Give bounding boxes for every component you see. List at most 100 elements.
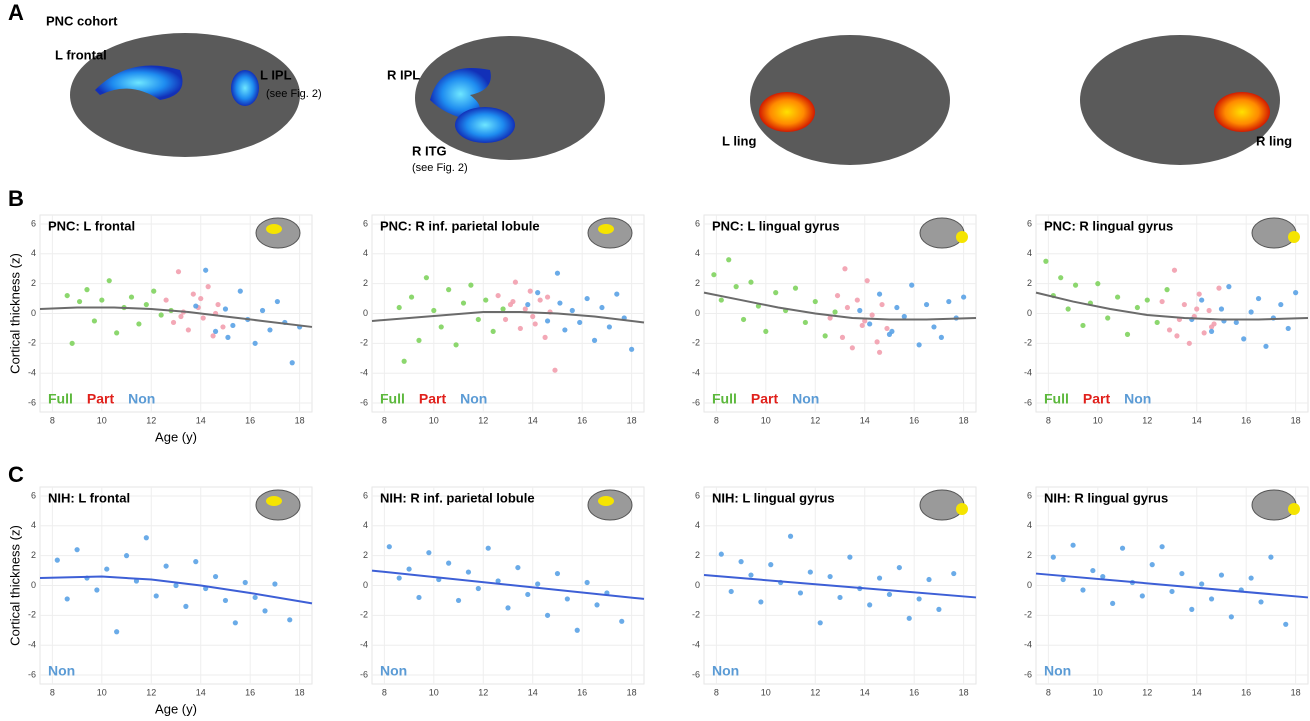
brain-thumbnail-region <box>956 503 968 515</box>
point <box>191 291 196 296</box>
brain-thumbnail-region <box>1288 503 1300 515</box>
point <box>70 341 75 346</box>
x-tick-label: 16 <box>245 415 255 425</box>
brain-thumbnail <box>1252 490 1296 520</box>
y-tick-label: -6 <box>692 669 700 679</box>
point <box>416 595 421 600</box>
point <box>426 550 431 555</box>
y-tick-label: -2 <box>28 338 36 348</box>
point <box>1073 283 1078 288</box>
activation-blob <box>1214 92 1270 132</box>
point <box>884 326 889 331</box>
point <box>1115 294 1120 299</box>
point <box>1209 324 1214 329</box>
point <box>290 360 295 365</box>
point <box>528 289 533 294</box>
x-tick-label: 14 <box>528 687 538 697</box>
point <box>855 297 860 302</box>
point <box>1135 305 1140 310</box>
point <box>1167 327 1172 332</box>
point <box>837 595 842 600</box>
point <box>748 572 753 577</box>
y-tick-label: 6 <box>31 218 36 228</box>
legend-entry: Part <box>751 391 779 407</box>
x-tick-label: 10 <box>97 415 107 425</box>
point <box>1095 281 1100 286</box>
point <box>213 329 218 334</box>
x-tick-label: 18 <box>1291 415 1301 425</box>
point <box>894 305 899 310</box>
point <box>798 590 803 595</box>
point <box>402 359 407 364</box>
y-tick-label: -2 <box>28 610 36 620</box>
point <box>1145 297 1150 302</box>
x-tick-label: 12 <box>478 687 488 697</box>
point <box>171 320 176 325</box>
point <box>1258 599 1263 604</box>
region-note: (see Fig. 2) <box>266 88 322 100</box>
point <box>114 629 119 634</box>
x-tick-label: 12 <box>478 415 488 425</box>
brain-thumbnail-region <box>1288 231 1300 243</box>
x-tick-label: 8 <box>382 687 387 697</box>
chart-title: PNC: R lingual gyrus <box>1044 218 1173 233</box>
point <box>1256 296 1261 301</box>
point <box>223 306 228 311</box>
point <box>1110 601 1115 606</box>
point <box>515 565 520 570</box>
point <box>1219 572 1224 577</box>
y-tick-label: -2 <box>360 338 368 348</box>
point <box>213 574 218 579</box>
x-tick-label: 8 <box>714 415 719 425</box>
y-tick-label: 0 <box>31 580 36 590</box>
x-tick-label: 12 <box>810 415 820 425</box>
point <box>845 305 850 310</box>
point <box>961 294 966 299</box>
point <box>107 278 112 283</box>
point <box>951 571 956 576</box>
point <box>585 580 590 585</box>
point <box>619 619 624 624</box>
y-tick-label: 0 <box>363 580 368 590</box>
point <box>1061 577 1066 582</box>
point <box>729 589 734 594</box>
point <box>144 535 149 540</box>
point <box>94 587 99 592</box>
x-tick-label: 16 <box>577 687 587 697</box>
point <box>136 321 141 326</box>
x-tick-label: 8 <box>1046 687 1051 697</box>
y-tick-label: 6 <box>363 218 368 228</box>
point <box>542 335 547 340</box>
point <box>1197 291 1202 296</box>
x-tick-label: 8 <box>50 415 55 425</box>
point <box>154 593 159 598</box>
point <box>453 342 458 347</box>
x-axis-label: Age (y) <box>155 701 197 716</box>
panel-label: B <box>8 186 24 211</box>
y-tick-label: 0 <box>363 308 368 318</box>
y-tick-label: -2 <box>692 610 700 620</box>
point <box>823 333 828 338</box>
x-tick-label: 16 <box>1241 415 1251 425</box>
point <box>711 272 716 277</box>
point <box>124 553 129 558</box>
point <box>253 595 258 600</box>
point <box>1043 259 1048 264</box>
point <box>260 308 265 313</box>
point <box>545 613 550 618</box>
point <box>877 350 882 355</box>
y-tick-label: 2 <box>31 278 36 288</box>
x-tick-label: 8 <box>50 687 55 697</box>
point <box>439 324 444 329</box>
point <box>198 296 203 301</box>
point <box>518 326 523 331</box>
y-tick-label: -6 <box>1024 669 1032 679</box>
point <box>1125 332 1130 337</box>
point <box>867 321 872 326</box>
point <box>840 335 845 340</box>
point <box>870 312 875 317</box>
x-tick-label: 10 <box>429 415 439 425</box>
y-tick-label: -6 <box>360 669 368 679</box>
point <box>206 284 211 289</box>
legend-entry: Full <box>48 391 73 407</box>
